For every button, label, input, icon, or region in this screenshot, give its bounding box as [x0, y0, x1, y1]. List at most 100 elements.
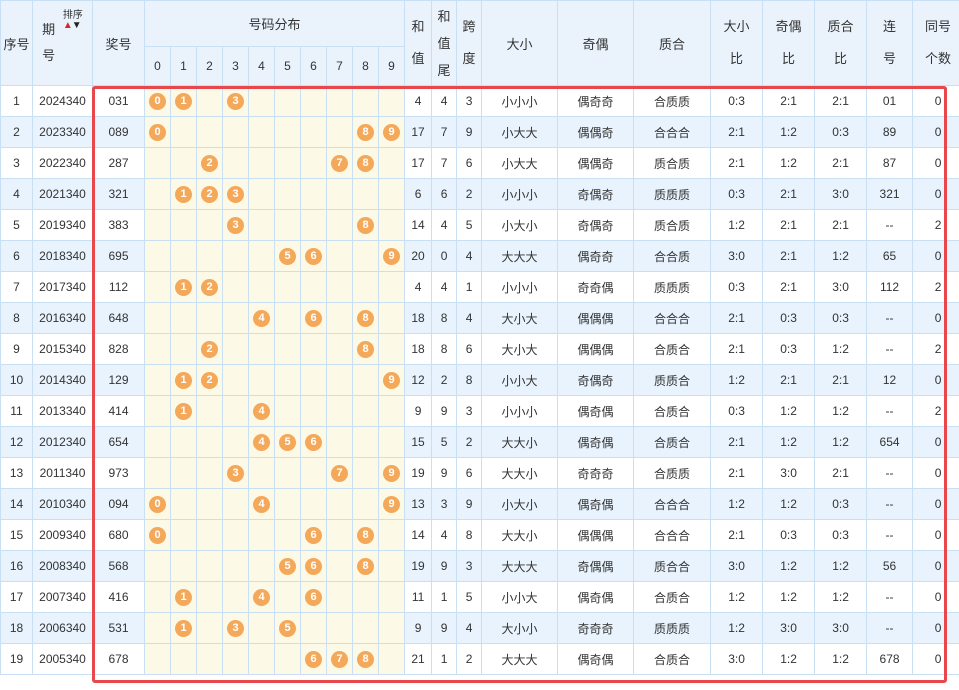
cell-digit-4: 4 [248, 426, 275, 458]
cell-prime: 合质合 [633, 333, 712, 365]
cell-digit-0: 0 [144, 85, 171, 117]
col-consecutive: 连号 [866, 0, 914, 86]
cell-seq: 3 [0, 147, 33, 179]
cell-size-ratio: 2:1 [710, 426, 764, 458]
col-distribution: 号码分布 [143, 0, 406, 47]
cell-prime-ratio: 2:1 [814, 457, 868, 489]
cell-size: 小大大 [481, 116, 559, 148]
cell-prime: 质质质 [633, 178, 712, 210]
cell-prime-ratio: 1:2 [814, 426, 868, 458]
cell-seq: 2 [0, 116, 33, 148]
number-ball: 9 [383, 464, 401, 482]
cell-prime-ratio: 0:3 [814, 488, 868, 520]
cell-prime: 合合合 [633, 302, 712, 334]
cell-consecutive: -- [866, 333, 914, 365]
cell-prime-ratio: 1:2 [814, 550, 868, 582]
cell-digit-4 [248, 240, 275, 272]
col-prime: 质合 [633, 0, 712, 86]
cell-digit-8 [352, 395, 379, 427]
cell-same-count: 2 [912, 333, 959, 365]
cell-parity-ratio: 1:2 [762, 426, 816, 458]
cell-digit-6 [300, 333, 327, 365]
cell-digit-6 [300, 85, 327, 117]
cell-digit-4: 4 [248, 395, 275, 427]
cell-digit-3 [222, 240, 249, 272]
cell-same-count: 0 [912, 550, 959, 582]
cell-size: 小大小 [481, 209, 559, 241]
number-ball: 5 [279, 247, 296, 265]
cell-digit-2: 2 [196, 271, 223, 303]
cell-prize: 414 [92, 395, 145, 427]
cell-consecutive: -- [866, 457, 914, 489]
cell-span: 3 [456, 550, 483, 582]
cell-digit-5: 5 [274, 426, 301, 458]
cell-digit-1 [170, 426, 197, 458]
cell-consecutive: 01 [866, 85, 914, 117]
cell-digit-5 [274, 85, 301, 117]
cell-parity: 偶奇偶 [557, 426, 635, 458]
cell-prime: 合合合 [633, 519, 712, 551]
cell-prime: 合质质 [633, 85, 712, 117]
cell-digit-5 [274, 643, 301, 675]
cell-seq: 18 [0, 612, 33, 644]
cell-digit-8 [352, 178, 379, 210]
cell-same-count: 2 [912, 395, 959, 427]
cell-digit-4 [248, 271, 275, 303]
cell-digit-7 [326, 426, 353, 458]
number-ball: 0 [149, 92, 166, 110]
cell-size-ratio: 2:1 [710, 457, 764, 489]
col-period[interactable]: 期 排序 ▲▼ 号 [32, 0, 93, 86]
number-ball: 2 [201, 185, 218, 203]
sort-control[interactable]: 排序 ▲▼ [63, 11, 83, 31]
cell-digit-0 [144, 333, 171, 365]
cell-prime: 合质合 [633, 643, 712, 675]
cell-same-count: 0 [912, 147, 959, 179]
number-ball: 4 [253, 588, 270, 606]
cell-size-ratio: 3:0 [710, 643, 764, 675]
number-ball: 6 [305, 526, 322, 544]
cell-span: 5 [456, 209, 483, 241]
cell-digit-0 [144, 395, 171, 427]
cell-digit-2: 2 [196, 333, 223, 365]
cell-digit-1 [170, 240, 197, 272]
cell-span: 2 [456, 178, 483, 210]
sort-down-arrow-icon[interactable]: ▼ [71, 20, 82, 31]
cell-digit-9 [377, 643, 406, 675]
cell-digit-5 [274, 116, 301, 148]
number-ball: 5 [279, 619, 296, 637]
cell-seq: 8 [0, 302, 33, 334]
cell-span: 4 [456, 302, 483, 334]
cell-digit-1 [170, 457, 197, 489]
cell-prime-ratio: 2:1 [814, 364, 868, 396]
sort-up-arrow-icon[interactable]: ▲ [62, 20, 73, 31]
cell-digit-6: 6 [300, 643, 327, 675]
number-ball: 7 [331, 650, 348, 668]
number-ball: 7 [331, 464, 348, 482]
cell-size: 大大小 [481, 426, 559, 458]
cell-consecutive: 65 [866, 240, 914, 272]
cell-sum: 19 [404, 457, 433, 489]
cell-seq: 13 [0, 457, 33, 489]
cell-prime: 合合合 [633, 116, 712, 148]
cell-span: 8 [456, 519, 483, 551]
cell-seq: 10 [0, 364, 33, 396]
cell-digit-7 [326, 550, 353, 582]
cell-span: 9 [456, 116, 483, 148]
cell-size: 小小小 [481, 395, 559, 427]
cell-digit-7 [326, 302, 353, 334]
cell-prime-ratio: 0:3 [814, 302, 868, 334]
cell-digit-1 [170, 519, 197, 551]
cell-digit-3 [222, 426, 249, 458]
digit-header: 4 [248, 46, 275, 86]
cell-digit-1: 1 [170, 395, 197, 427]
col-prize: 奖号 [92, 0, 145, 86]
cell-prize: 531 [92, 612, 145, 644]
cell-consecutive: -- [866, 209, 914, 241]
cell-seq: 6 [0, 240, 33, 272]
cell-period: 2017340 [32, 271, 93, 303]
cell-digit-0: 0 [144, 116, 171, 148]
cell-parity: 奇奇奇 [557, 612, 635, 644]
digit-header: 8 [352, 46, 379, 86]
cell-digit-1: 1 [170, 85, 197, 117]
col-parity: 奇偶 [557, 0, 635, 86]
